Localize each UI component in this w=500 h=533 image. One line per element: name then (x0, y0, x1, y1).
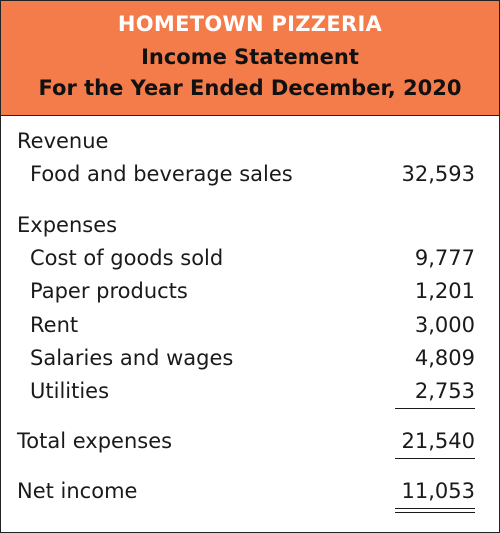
expense-label: Paper products (30, 279, 188, 303)
revenue-item-label: Food and beverage sales (30, 162, 293, 186)
statement-header: HOMETOWN PIZZERIA Income Statement For t… (1, 1, 499, 116)
revenue-item-row: Food and beverage sales 32,593 (1, 162, 499, 190)
revenue-heading: Revenue (17, 129, 108, 153)
expenses-heading: Expenses (17, 213, 117, 237)
net-income-label: Net income (17, 479, 137, 503)
total-expenses-amount: 21,540 (402, 429, 475, 453)
expense-amount: 2,753 (415, 379, 475, 403)
expense-label: Utilities (30, 379, 109, 403)
expense-row: Salaries and wages 4,809 (1, 346, 499, 374)
expense-row: Rent 3,000 (1, 313, 499, 341)
expense-amount: 4,809 (415, 346, 475, 370)
subtotal-underline (395, 408, 475, 409)
statement-title: Income Statement (1, 45, 499, 69)
total-underline (395, 458, 475, 459)
statement-period: For the Year Ended December, 2020 (1, 76, 499, 100)
expense-label: Cost of goods sold (30, 246, 223, 270)
net-income-amount: 11,053 (402, 479, 475, 503)
expense-amount: 1,201 (415, 279, 475, 303)
expense-row: Paper products 1,201 (1, 279, 499, 307)
double-underline-bottom (395, 512, 475, 513)
total-expenses-row: Total expenses 21,540 (1, 429, 499, 457)
expenses-heading-row: Expenses (1, 213, 499, 241)
expense-label: Rent (30, 313, 78, 337)
company-name: HOMETOWN PIZZERIA (1, 12, 499, 36)
revenue-heading-row: Revenue (1, 129, 499, 157)
expense-row: Cost of goods sold 9,777 (1, 246, 499, 274)
double-underline-top (395, 508, 475, 509)
expense-label: Salaries and wages (30, 346, 233, 370)
expense-amount: 3,000 (415, 313, 475, 337)
expense-row: Utilities 2,753 (1, 379, 499, 407)
net-income-row: Net income 11,053 (1, 479, 499, 507)
total-expenses-label: Total expenses (17, 429, 172, 453)
expense-amount: 9,777 (415, 246, 475, 270)
revenue-item-amount: 32,593 (402, 162, 475, 186)
